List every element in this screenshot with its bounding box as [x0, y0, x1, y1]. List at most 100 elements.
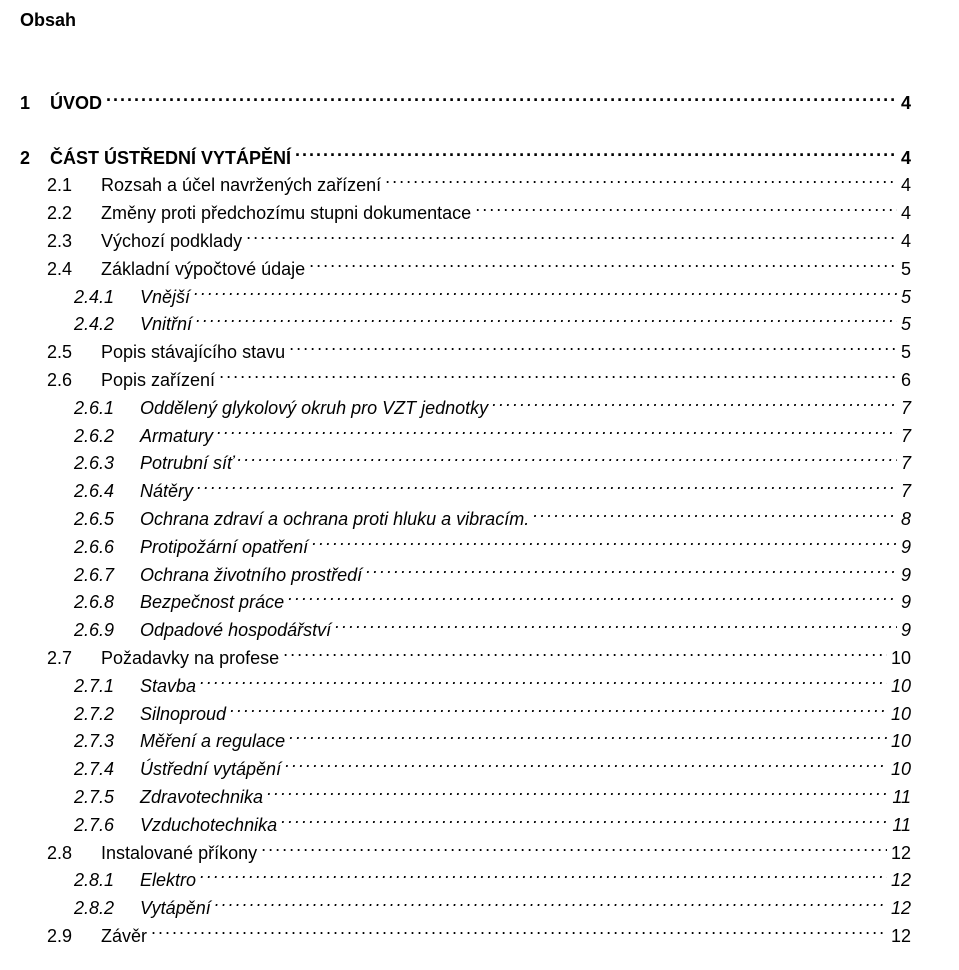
toc-entry-label: Ochrana životního prostředí [140, 562, 362, 589]
toc-entry-page: 9 [901, 589, 911, 616]
toc-entry: 2.7Požadavky na profese10 [20, 644, 911, 672]
toc-leader-dots [261, 839, 887, 859]
toc-entry-label: Oddělený glykolový okruh pro VZT jednotk… [140, 395, 488, 422]
toc-entry-page: 5 [901, 311, 911, 338]
toc-entry-page: 7 [901, 423, 911, 450]
toc-entry-number: 2.1 [47, 172, 101, 199]
toc-entry-number: 1 [20, 90, 50, 117]
toc-entry: 2.2Změny proti předchozímu stupni dokume… [20, 199, 911, 227]
toc-entry-page: 5 [901, 256, 911, 283]
toc-entry: 2.6.2Armatury7 [20, 422, 911, 450]
toc-entry-page: 12 [891, 895, 911, 922]
toc-entry: 2.7.6Vzduchotechnika 11 [20, 811, 911, 839]
toc-entry-label: ÚVOD [50, 90, 102, 117]
toc-leader-dots [151, 922, 887, 942]
toc-entry-number: 2.6.8 [74, 589, 140, 616]
toc-entry-page: 10 [891, 756, 911, 783]
toc-entry-number: 2.6 [47, 367, 101, 394]
toc-leader-dots [289, 338, 897, 358]
toc-leader-dots [197, 477, 897, 497]
toc-entry-number: 2.5 [47, 339, 101, 366]
toc-entry-label: Vytápění [140, 895, 211, 922]
toc-entry-number: 2.2 [47, 200, 101, 227]
toc-entry-page: 11 [892, 812, 911, 839]
toc-leader-dots [215, 894, 887, 914]
toc-entry-label: Ochrana zdraví a ochrana proti hluku a v… [140, 506, 529, 533]
toc-entry: 2.6.6Protipožární opatření 9 [20, 533, 911, 561]
toc-leader-dots [200, 867, 887, 887]
toc-entry: 2.4.1Vnější5 [20, 283, 911, 311]
toc-entry-label: Odpadové hospodářství [140, 617, 331, 644]
toc-entry-label: Popis stávajícího stavu [101, 339, 285, 366]
toc-entry-label: Vnější [140, 284, 190, 311]
toc-leader-dots [288, 589, 897, 609]
toc-leader-dots [246, 227, 897, 247]
toc-entry-page: 5 [901, 284, 911, 311]
toc-entry: 2.7.4Ústřední vytápění10 [20, 755, 911, 783]
toc-entry-label: Změny proti předchozímu stupni dokumenta… [101, 200, 471, 227]
toc-leader-dots [196, 311, 897, 331]
toc-leader-dots [194, 283, 897, 303]
toc-leader-dots [285, 755, 887, 775]
toc-entry-label: Základní výpočtové údaje [101, 256, 305, 283]
toc-leader-dots [385, 172, 897, 192]
toc-entry-number: 2.7.3 [74, 728, 140, 755]
toc-entry: 2.6.7Ochrana životního prostředí9 [20, 561, 911, 589]
toc-entry-label: Vzduchotechnika [140, 812, 277, 839]
toc-entry: 2.6.4Nátěry7 [20, 477, 911, 505]
toc-entry-number: 2.7.4 [74, 756, 140, 783]
toc-entry-number: 2.3 [47, 228, 101, 255]
toc-entry-number: 2.8.1 [74, 867, 140, 894]
toc-entry-page: 12 [891, 867, 911, 894]
toc-entry-page: 9 [901, 617, 911, 644]
toc-entry-page: 9 [901, 562, 911, 589]
toc-entry-number: 2.7 [47, 645, 101, 672]
toc-entry-page: 10 [891, 673, 911, 700]
toc-entry-page: 4 [901, 145, 911, 172]
toc-entry-number: 2.6.1 [74, 395, 140, 422]
toc-entry-page: 12 [891, 923, 911, 950]
toc-entry: 2.4Základní výpočtové údaje5 [20, 255, 911, 283]
toc-entry-number: 2.4.2 [74, 311, 140, 338]
toc-entry: 2.6Popis zařízení 6 [20, 366, 911, 394]
toc-entry: 2.7.5Zdravotechnika11 [20, 783, 911, 811]
toc-entry: 2.4.2Vnitřní5 [20, 311, 911, 339]
toc-entry-number: 2.6.4 [74, 478, 140, 505]
toc-leader-dots [366, 561, 897, 581]
toc-entry-label: Výchozí podklady [101, 228, 242, 255]
toc-entry: 2.8.1Elektro12 [20, 867, 911, 895]
toc-leader-dots [217, 422, 897, 442]
toc-entry-label: Potrubní síť [140, 450, 233, 477]
toc-leader-dots [230, 700, 887, 720]
toc-entry-number: 2.7.6 [74, 812, 140, 839]
toc-entry-page: 4 [901, 228, 911, 255]
toc-entry: 2.7.1Stavba10 [20, 672, 911, 700]
toc-entry-number: 2.6.6 [74, 534, 140, 561]
toc-leader-dots [219, 366, 897, 386]
toc-entry-number: 2.6.3 [74, 450, 140, 477]
toc-leader-dots [281, 811, 888, 831]
toc-entry-page: 7 [901, 478, 911, 505]
toc-entry-number: 2.8.2 [74, 895, 140, 922]
toc-entry-page: 7 [901, 395, 911, 422]
toc-entry-label: Popis zařízení [101, 367, 215, 394]
toc-leader-dots [312, 533, 897, 553]
toc-entry-label: Zdravotechnika [140, 784, 263, 811]
toc-entry-page: 10 [891, 728, 911, 755]
toc-entry: 2.8.2Vytápění 12 [20, 894, 911, 922]
toc-entry: 2.8Instalované příkony12 [20, 839, 911, 867]
toc-entry: 2.6.8Bezpečnost práce 9 [20, 589, 911, 617]
toc-entry-number: 2.6.9 [74, 617, 140, 644]
toc-entry-page: 5 [901, 339, 911, 366]
toc-leader-dots [200, 672, 887, 692]
toc-entry-number: 2.7.2 [74, 701, 140, 728]
toc-entry-page: 6 [901, 367, 911, 394]
toc-entry-label: Stavba [140, 673, 196, 700]
toc-entry-page: 9 [901, 534, 911, 561]
toc-entry: 2.3Výchozí podklady 4 [20, 227, 911, 255]
toc-entry: 1ÚVOD 4 [20, 89, 911, 117]
toc-entry-label: Bezpečnost práce [140, 589, 284, 616]
toc-entry-page: 10 [891, 701, 911, 728]
toc-entry-page: 4 [901, 90, 911, 117]
toc-entry-label: Protipožární opatření [140, 534, 308, 561]
